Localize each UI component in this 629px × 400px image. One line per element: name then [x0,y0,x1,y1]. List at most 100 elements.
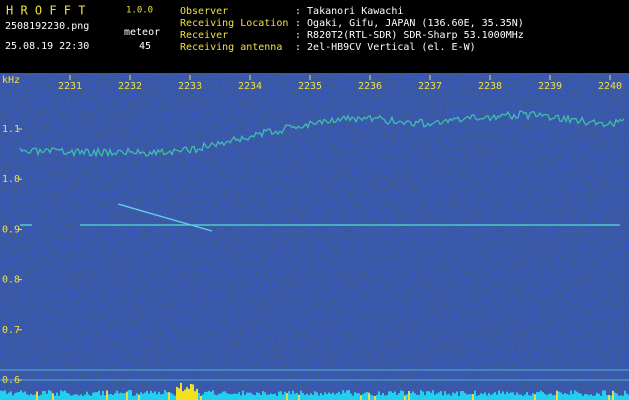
level-bar [164,390,166,400]
level-bar [292,390,294,400]
level-bar [432,390,434,400]
level-bar [88,394,90,400]
x-tick-label: 2239 [538,81,562,92]
level-bar [322,395,324,400]
level-bar [374,395,376,400]
level-bar [458,395,460,400]
level-bar [438,392,440,400]
level-bar [248,392,250,400]
level-bar [352,395,354,400]
level-bar [50,391,52,400]
level-bar [250,392,252,400]
info-key: Observer [180,6,228,17]
level-bar [246,392,248,400]
x-tick-label: 2237 [418,81,442,92]
level-bar [344,392,346,400]
level-bar [4,390,6,400]
level-bar [372,395,374,400]
level-bar [354,392,356,400]
level-bar [180,382,182,400]
level-bar [174,395,176,400]
level-bar [544,393,546,400]
level-bar [208,390,210,400]
level-bar [620,395,622,400]
level-bar [382,392,384,400]
level-bar [370,394,372,400]
level-bar [132,395,134,400]
level-bar [118,393,120,400]
level-bar [92,392,94,400]
level-bar [28,395,30,400]
x-tick-label: 2238 [478,81,502,92]
level-bar [472,394,474,400]
level-bar [216,395,218,400]
level-bar [24,391,26,400]
level-bar [252,394,254,400]
level-bar [380,395,382,400]
level-bar [148,393,150,400]
level-bar [18,391,20,400]
level-bar [12,395,14,400]
level-bar [214,394,216,400]
info-key: Receiving Location [180,18,288,29]
meteor-echo [117,203,213,232]
level-bar [608,394,610,400]
level-bar [484,392,486,400]
level-bar [456,391,458,400]
level-bar [158,391,160,400]
level-bar [580,393,582,400]
level-bar [586,394,588,400]
level-bar [198,393,200,400]
level-bar [452,392,454,400]
level-bar [276,395,278,400]
level-bar [562,394,564,400]
level-bar [48,390,50,400]
y-tick-label: 0.7 [2,325,20,336]
level-bar [310,393,312,400]
info-block: Observer: Takanori Kawachi Receiving Loca… [180,6,524,53]
level-bar [454,393,456,400]
level-bar [348,390,350,400]
level-bar [568,394,570,400]
level-bar [530,395,532,400]
level-bar [480,393,482,400]
level-bar [504,394,506,400]
level-bar [176,386,178,400]
level-bar [278,391,280,400]
level-bar [498,390,500,400]
level-bar [506,391,508,400]
y-tick-label: 0.6 [2,375,20,386]
level-bar [460,391,462,400]
level-bar [284,391,286,400]
level-bar [70,395,72,400]
level-bar [604,390,606,400]
level-bar [186,387,188,400]
level-bar [470,394,472,400]
level-bar [578,392,580,400]
level-bar [486,395,488,400]
level-bar [36,391,38,400]
label: meteor [124,27,160,38]
level-bar [338,391,340,400]
level-bar [168,392,170,400]
level-bar [566,393,568,400]
level-bar [502,391,504,400]
level-bar [426,391,428,400]
level-bar [196,388,198,400]
level-bar [466,394,468,400]
level-bar [304,394,306,400]
level-bar [46,393,48,400]
info-value: : Ogaki, Gifu, JAPAN (136.60E, 35.35N) [295,18,524,29]
level-bar [512,392,514,400]
level-bar [242,390,244,400]
level-bar [570,390,572,400]
x-tick-label: 2232 [118,81,142,92]
level-bar [288,391,290,400]
level-bar [308,395,310,400]
level-bar [330,393,332,400]
level-bar [82,395,84,400]
level-bar [496,394,498,400]
level-bar [410,393,412,400]
level-bar [490,394,492,400]
level-bar [446,394,448,400]
